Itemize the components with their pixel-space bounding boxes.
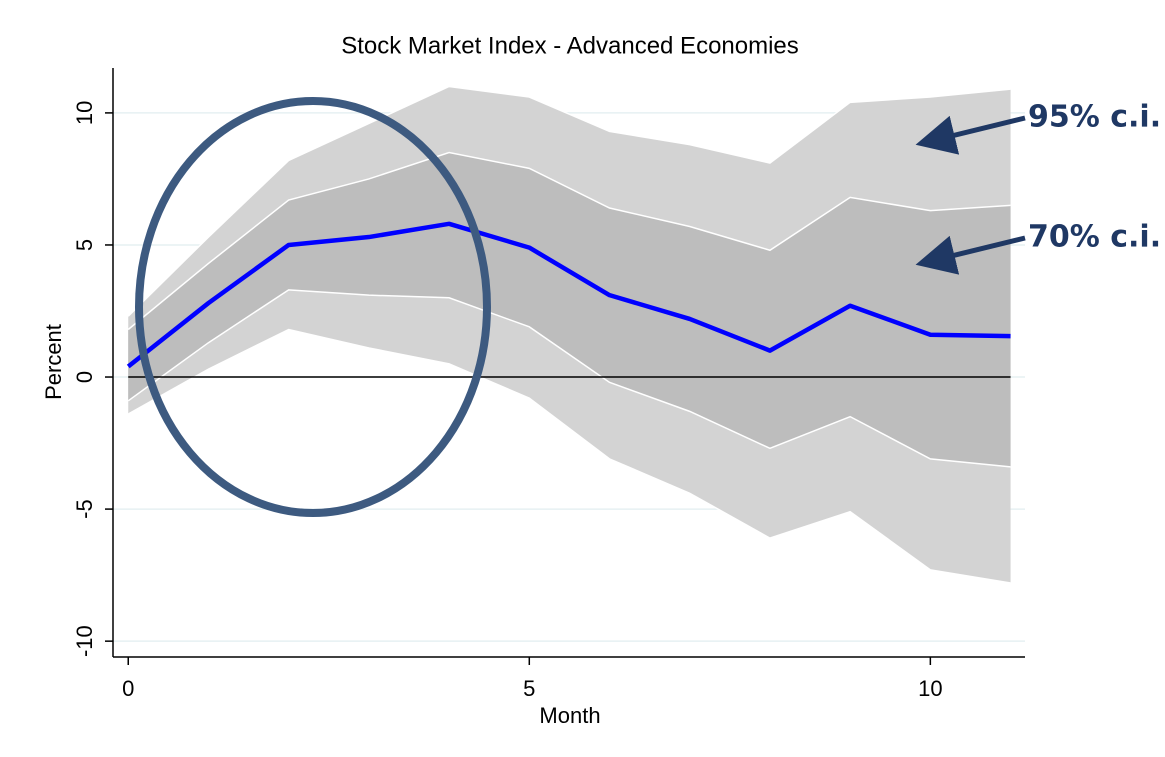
- annotation: 70% c.i.: [1028, 220, 1161, 255]
- chart-title: Stock Market Index - Advanced Economies: [341, 32, 799, 59]
- x-tick-label: 10: [918, 676, 942, 701]
- band-edge: [127, 85, 1011, 317]
- x-tick-label: 5: [523, 676, 535, 701]
- y-tick-label: 0: [72, 371, 97, 383]
- x-axis-label: Month: [539, 703, 600, 728]
- y-tick-label: 10: [72, 101, 97, 125]
- y-tick-label: 5: [72, 239, 97, 251]
- y-tick-label: -5: [72, 499, 97, 519]
- arrow: [915, 115, 1026, 155]
- confidence-band: [128, 152, 1011, 467]
- y-axis-label: Percent: [41, 324, 66, 400]
- line: [126, 221, 1011, 369]
- arrow: [915, 235, 1026, 275]
- annotations: 95% c.i. 70% c.i.: [135, 97, 1161, 517]
- band-edge: [127, 151, 1011, 331]
- band-edge: [127, 289, 1011, 468]
- y-tick-label: -10: [72, 625, 97, 657]
- highlight-ellipse: [135, 97, 491, 517]
- x-tick-label: 0: [122, 676, 134, 701]
- band-edge: [127, 328, 1011, 584]
- annotation: 95% c.i.: [1028, 100, 1161, 135]
- plot-area: -10 -5 0 5 10 0 5 10: [72, 68, 1025, 701]
